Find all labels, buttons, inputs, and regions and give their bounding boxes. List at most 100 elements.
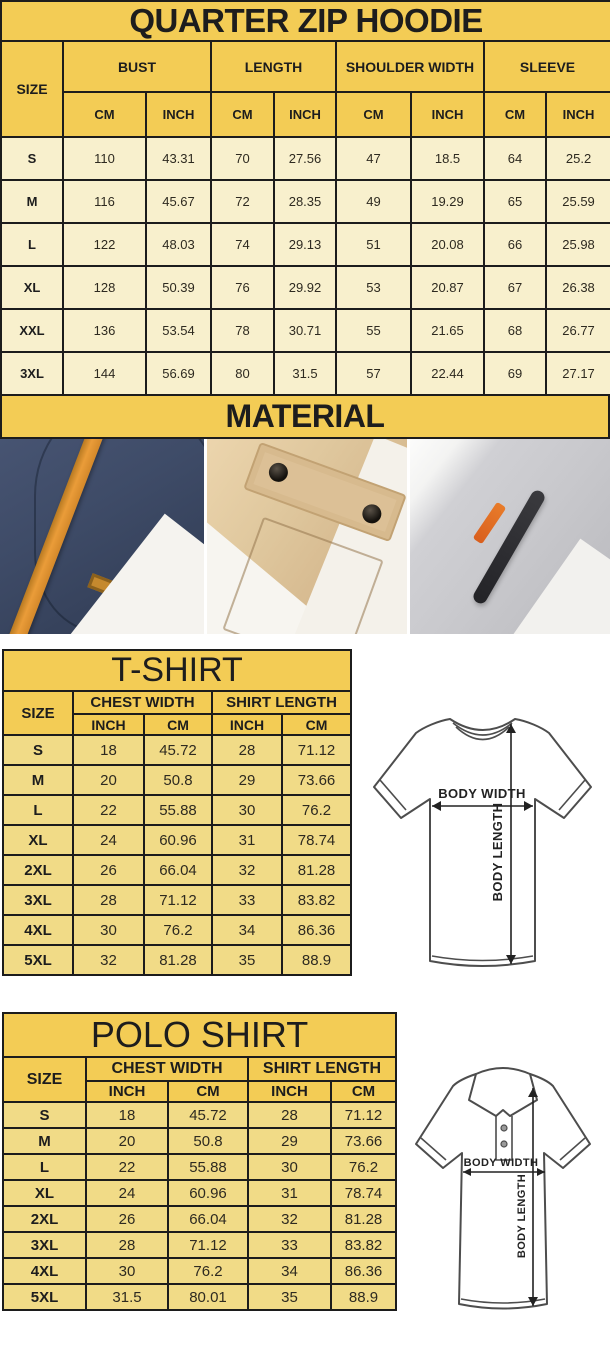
value-cell: 81.28 — [143, 944, 213, 976]
tshirt-size-chart-section: T-SHIRT SIZE CHEST WIDTH SHIRT LENGTH INCH CM… — [0, 634, 610, 1012]
size-label: XL — [0, 265, 64, 310]
material-title: MATERIAL — [225, 398, 385, 434]
value-cell: 29 — [247, 1127, 332, 1155]
group-column-header: CHEST WIDTH — [72, 690, 213, 715]
value-cell: 25.98 — [544, 222, 610, 267]
unit-header: CM — [280, 713, 353, 736]
size-label: 3XL — [2, 884, 74, 916]
unit-header: CM — [62, 91, 147, 138]
khaki-cargo-pocket-with-snaps-photo — [207, 439, 407, 634]
value-cell: 28 — [211, 734, 283, 766]
polo-table-slot: POLO SHIRT SIZE CHEST WIDTH SHIRT LENGTH INC… — [1, 1012, 398, 1311]
value-cell: 56.69 — [145, 351, 212, 396]
quarter-zip-hoodie-size-table: QUARTER ZIP HOODIE SIZE BUST LENGTH SHOULDER… — [0, 0, 610, 396]
size-row-s: S 18 45.72 28 71.12 — [2, 734, 353, 766]
value-cell: 76.2 — [143, 914, 213, 946]
group-column-header: SHOULDER WIDTH — [335, 40, 485, 93]
value-cell: 30.71 — [273, 308, 337, 353]
value-cell: 30 — [85, 1257, 169, 1285]
value-cell: 53.54 — [145, 308, 212, 353]
value-cell: 71.12 — [280, 734, 353, 766]
value-cell: 22 — [85, 1153, 169, 1181]
size-label: S — [2, 734, 74, 766]
value-cell: 34 — [211, 914, 283, 946]
value-cell: 28.35 — [273, 179, 337, 224]
size-row-3xl: 3XL 144 56.69 80 31.5 57 22.44 69 27.17 — [0, 351, 610, 396]
hoodie-size-chart-section: QUARTER ZIP HOODIE SIZE BUST LENGTH SHOULDER… — [0, 0, 610, 396]
group-column-header: SHIRT LENGTH — [210, 690, 353, 715]
value-cell: 19.29 — [410, 179, 485, 224]
value-cell: 30 — [247, 1153, 332, 1181]
size-row-s: S 18 45.72 28 71.12 — [2, 1101, 398, 1129]
value-cell: 78 — [210, 308, 275, 353]
size-label: M — [2, 1127, 87, 1155]
value-cell: 65 — [483, 179, 547, 224]
value-cell: 72 — [210, 179, 275, 224]
value-cell: 51 — [335, 222, 412, 267]
value-cell: 64 — [483, 136, 547, 181]
value-cell: 81.28 — [280, 854, 353, 886]
value-cell: 20.08 — [410, 222, 485, 267]
value-cell: 60.96 — [143, 824, 213, 856]
value-cell: 47 — [335, 136, 412, 181]
tshirt-table-slot: T-SHIRT SIZE CHEST WIDTH SHIRT LENGTH INCH CM… — [1, 649, 353, 976]
value-cell: 53 — [335, 265, 412, 310]
value-cell: 78.74 — [280, 824, 353, 856]
value-cell: 70 — [210, 136, 275, 181]
polo-outline — [415, 1073, 591, 1310]
value-cell: 110 — [62, 136, 147, 181]
size-label: 3XL — [0, 351, 64, 396]
value-cell: 25.2 — [544, 136, 610, 181]
snap-button — [266, 460, 291, 485]
value-cell: 136 — [62, 308, 147, 353]
value-cell: 32 — [72, 944, 145, 976]
value-cell: 50.8 — [167, 1127, 249, 1155]
size-label: XXL — [0, 308, 64, 353]
unit-header: CM — [210, 91, 275, 138]
value-cell: 26 — [72, 854, 145, 886]
value-cell: 35 — [247, 1283, 332, 1311]
size-label: S — [0, 136, 64, 181]
size-row-s: S 110 43.31 70 27.56 47 18.5 64 25.2 — [0, 136, 610, 181]
size-column-header: SIZE — [0, 40, 64, 138]
unit-header: INCH — [273, 91, 337, 138]
size-row-4xl: 4XL 30 76.2 34 86.36 — [2, 1257, 398, 1285]
value-cell: 28 — [85, 1231, 169, 1259]
gray-heather-fleece-with-zipper-photo — [410, 439, 610, 634]
size-label: 3XL — [2, 1231, 87, 1259]
value-cell: 122 — [62, 222, 147, 267]
value-cell: 33 — [247, 1231, 332, 1259]
value-cell: 128 — [62, 265, 147, 310]
size-row-4xl: 4XL 30 76.2 34 86.36 — [2, 914, 353, 946]
value-cell: 30 — [211, 794, 283, 826]
value-cell: 31.5 — [273, 351, 337, 396]
tshirt-measurement-diagram: BODY WIDTH BODY LENGTH — [356, 694, 608, 994]
value-cell: 45.67 — [145, 179, 212, 224]
value-cell: 71.12 — [143, 884, 213, 916]
value-cell: 55.88 — [143, 794, 213, 826]
body-width-dimension-arrow — [463, 1168, 545, 1176]
size-label: 4XL — [2, 1257, 87, 1285]
value-cell: 22.44 — [410, 351, 485, 396]
value-cell: 21.65 — [410, 308, 485, 353]
value-cell: 28 — [72, 884, 145, 916]
value-cell: 60.96 — [167, 1179, 249, 1207]
value-cell: 86.36 — [280, 914, 353, 946]
value-cell: 32 — [247, 1205, 332, 1233]
value-cell: 50.8 — [143, 764, 213, 796]
value-cell: 31.5 — [85, 1283, 169, 1311]
value-cell: 66.04 — [167, 1205, 249, 1233]
value-cell: 49 — [335, 179, 412, 224]
value-cell: 83.82 — [329, 1231, 398, 1259]
size-label: M — [2, 764, 74, 796]
value-cell: 32 — [211, 854, 283, 886]
size-row-3xl: 3XL 28 71.12 33 83.82 — [2, 1231, 398, 1259]
size-row-3xl: 3XL 28 71.12 33 83.82 — [2, 884, 353, 916]
value-cell: 80 — [210, 351, 275, 396]
unit-header: INCH — [247, 1080, 332, 1103]
value-cell: 67 — [483, 265, 547, 310]
orange-zipper-pull — [472, 501, 507, 545]
size-label: 2XL — [2, 854, 74, 886]
unit-header: INCH — [145, 91, 212, 138]
unit-header: INCH — [85, 1080, 169, 1103]
